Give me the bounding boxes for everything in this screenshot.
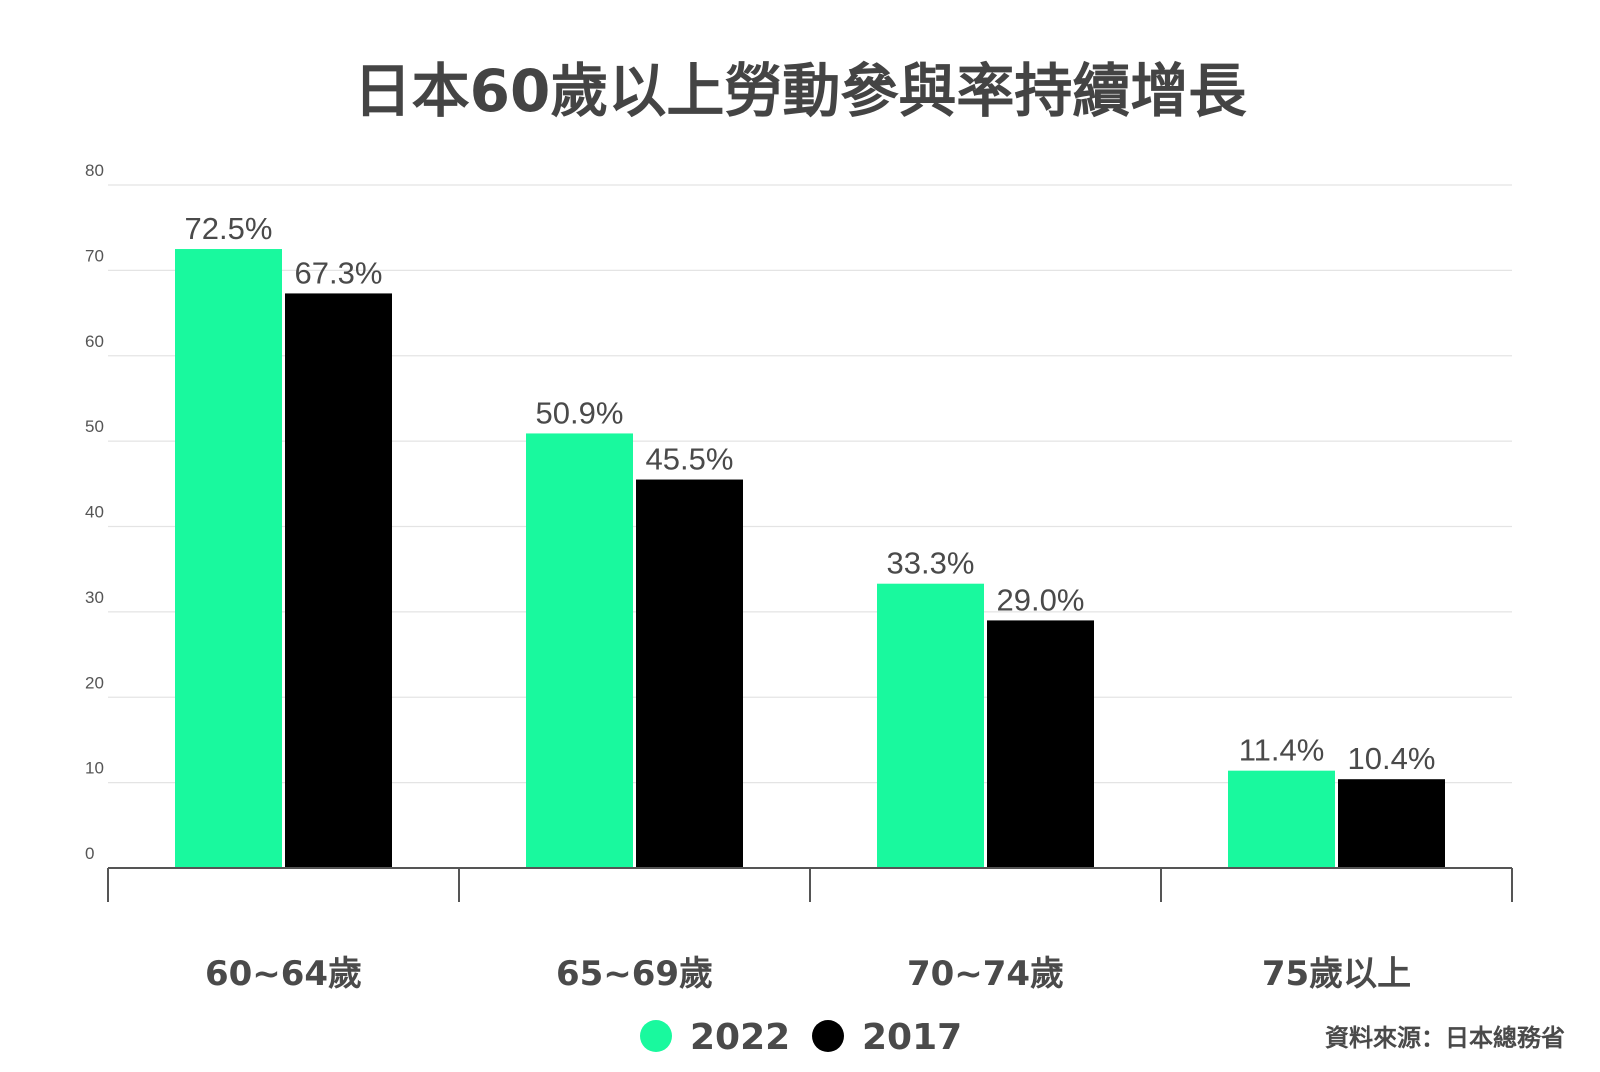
category-label: 60~64歲 [205, 954, 362, 994]
bar-2017 [1338, 779, 1445, 868]
category-label: 70~74歲 [907, 954, 1064, 994]
data-label: 11.4% [1239, 733, 1325, 768]
data-label: 67.3% [295, 255, 383, 290]
y-tick-label: 60 [85, 332, 104, 351]
y-tick-label: 30 [85, 588, 104, 607]
data-label: 29.0% [997, 582, 1085, 617]
x-axis [107, 867, 1513, 902]
legend-label: 2017 [862, 1017, 962, 1058]
legend-marker-2022 [640, 1020, 672, 1052]
legend: 2022 2017 [640, 1017, 962, 1058]
category-label: 75歲以上 [1262, 954, 1411, 994]
category-label: 65~69歲 [556, 954, 713, 994]
chart-title: 日本60歲以上勞動參與率持續增長 [354, 57, 1248, 125]
data-label: 72.5% [185, 211, 273, 246]
bar-2017 [987, 620, 1094, 868]
y-tick-label: 0 [85, 844, 94, 863]
source-note: 資料來源：日本總務省 [1325, 1024, 1565, 1052]
y-tick-label: 40 [85, 503, 104, 522]
data-label: 10.4% [1348, 741, 1436, 776]
data-label: 33.3% [887, 546, 975, 581]
legend-marker-2017 [812, 1020, 844, 1052]
y-tick-label: 20 [85, 673, 104, 692]
bar-2022 [877, 583, 984, 868]
data-labels: 72.5% 67.3% 50.9% 45.5% 33.3% 29.0% 11.4% 10.4% [185, 211, 1436, 776]
bar-2017 [285, 293, 392, 868]
bar-2022 [1228, 770, 1335, 868]
legend-label: 2022 [690, 1017, 790, 1058]
y-axis-ticks: 0 10 20 30 40 50 60 70 80 [85, 161, 104, 863]
bars [175, 249, 1445, 868]
category-labels: 60~64歲 65~69歲 70~74歲 75歲以上 [205, 954, 1411, 994]
y-tick-label: 50 [85, 417, 104, 436]
bar-2022 [526, 433, 633, 868]
data-label: 50.9% [536, 395, 624, 430]
y-tick-label: 80 [85, 161, 104, 180]
y-tick-label: 10 [85, 759, 104, 778]
data-label: 45.5% [646, 442, 734, 477]
bar-2022 [175, 249, 282, 868]
y-tick-label: 70 [85, 246, 104, 265]
bar-2017 [636, 479, 743, 868]
